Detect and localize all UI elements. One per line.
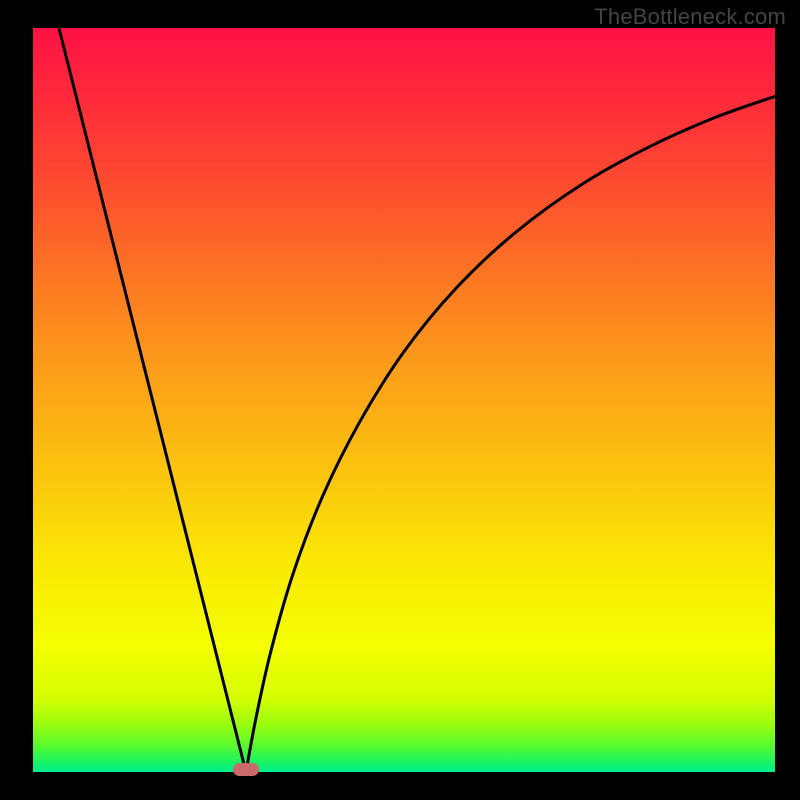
optimal-marker xyxy=(233,763,259,776)
watermark-text: TheBottleneck.com xyxy=(594,4,786,30)
plot-area xyxy=(33,28,775,772)
bottleneck-curve xyxy=(33,28,775,772)
